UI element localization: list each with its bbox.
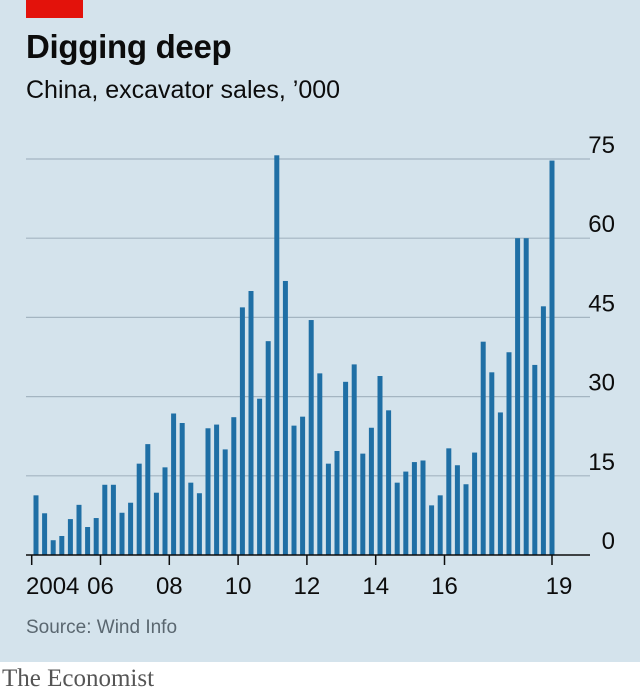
bar-2005-q4 xyxy=(93,518,99,555)
bar-2013-q2 xyxy=(351,364,357,555)
bar-2004-q3 xyxy=(50,540,56,555)
y-tick-label-30: 30 xyxy=(588,370,615,397)
y-tick-label-0: 0 xyxy=(602,528,615,555)
bar-2016-q3 xyxy=(463,484,469,555)
bar-2018-q3 xyxy=(532,364,538,555)
brand-red-tag xyxy=(26,0,83,18)
bar-2009-q3 xyxy=(222,449,228,555)
bar-2010-q3 xyxy=(257,398,263,555)
bar-2017-q1 xyxy=(480,341,486,555)
source-note: Source: Wind Info xyxy=(26,617,178,638)
bar-2012-q4 xyxy=(334,450,340,555)
bar-2005-q2 xyxy=(76,504,82,555)
x-tick-label-06: 06 xyxy=(87,573,114,600)
y-tick-label-15: 15 xyxy=(588,449,615,476)
bar-2007-q2 xyxy=(145,444,151,555)
y-tick-labels: 0 15 30 45 60 75 xyxy=(588,132,615,555)
bar-2008-q3 xyxy=(188,482,194,555)
bar-2016-q1 xyxy=(446,448,452,555)
y-tick-label-75: 75 xyxy=(588,132,615,159)
y-tick-label-45: 45 xyxy=(588,290,615,317)
bar-2009-q2 xyxy=(214,424,220,555)
bar-2006-q2 xyxy=(110,484,116,555)
bar-2018-q1 xyxy=(515,238,521,555)
bar-2015-q3 xyxy=(429,505,435,555)
bar-2019-q1 xyxy=(549,160,555,556)
bar-2008-q1 xyxy=(171,413,177,555)
bar-2010-q1 xyxy=(239,307,245,555)
bar-2007-q4 xyxy=(162,467,168,555)
x-tick-label-08: 08 xyxy=(156,573,183,600)
bar-2011-q4 xyxy=(300,416,306,555)
bar-chart: 0 15 30 45 60 75 2004 06 08 10 12 14 16 19 xyxy=(26,132,615,600)
bar-2016-q2 xyxy=(454,465,460,555)
bars xyxy=(33,155,555,556)
bar-2013-q1 xyxy=(343,381,349,555)
x-tick-label-10: 10 xyxy=(225,573,252,600)
bar-2015-q2 xyxy=(420,460,426,555)
bar-2013-q4 xyxy=(368,427,374,555)
bar-2009-q4 xyxy=(231,417,237,555)
bar-2014-q4 xyxy=(403,471,409,555)
bar-2006-q4 xyxy=(128,502,134,555)
chart-title: Digging deep xyxy=(26,28,232,65)
bar-2014-q3 xyxy=(394,482,400,555)
bar-2007-q3 xyxy=(153,492,159,555)
bar-2011-q2 xyxy=(282,280,288,555)
bar-2017-q3 xyxy=(497,412,503,555)
bar-2004-q1 xyxy=(33,495,39,555)
bar-2006-q1 xyxy=(102,484,108,555)
x-tick-label-2004: 2004 xyxy=(26,573,79,600)
x-tick-label-14: 14 xyxy=(362,573,389,600)
bar-2008-q4 xyxy=(196,493,202,555)
bar-2010-q4 xyxy=(265,341,271,555)
bar-2004-q4 xyxy=(59,535,65,555)
bar-2016-q4 xyxy=(472,452,478,555)
bar-2006-q3 xyxy=(119,512,125,555)
bar-2004-q2 xyxy=(42,513,48,555)
bar-2011-q3 xyxy=(291,425,297,555)
bar-2014-q2 xyxy=(386,410,392,555)
bar-2018-q2 xyxy=(523,238,529,555)
bar-2008-q2 xyxy=(179,423,185,555)
bar-2015-q4 xyxy=(437,495,443,555)
gridlines xyxy=(26,158,590,477)
chart-subtitle: China, excavator sales, ’000 xyxy=(26,76,341,104)
bar-2017-q2 xyxy=(489,372,495,555)
bar-2007-q1 xyxy=(136,463,142,555)
x-axis xyxy=(26,554,590,565)
x-tick-labels: 2004 06 08 10 12 14 16 19 xyxy=(26,573,572,600)
bar-2015-q1 xyxy=(411,462,417,555)
bar-2005-q3 xyxy=(85,527,91,555)
bar-2012-q1 xyxy=(308,320,314,555)
x-tick-label-19: 19 xyxy=(546,573,573,600)
bar-2018-q4 xyxy=(540,306,546,555)
bar-2012-q3 xyxy=(325,463,331,555)
bar-2012-q2 xyxy=(317,373,323,555)
x-tick-label-12: 12 xyxy=(294,573,321,600)
bar-2017-q4 xyxy=(506,352,512,555)
bar-2005-q1 xyxy=(67,519,73,555)
bar-2013-q3 xyxy=(360,453,366,555)
y-tick-label-60: 60 xyxy=(588,211,615,238)
x-tick-label-16: 16 xyxy=(431,573,458,600)
bar-2011-q1 xyxy=(274,155,280,555)
bar-2009-q1 xyxy=(205,428,211,555)
bar-2014-q1 xyxy=(377,376,383,555)
publisher-name: The Economist xyxy=(2,665,155,692)
bar-2010-q2 xyxy=(248,291,254,555)
